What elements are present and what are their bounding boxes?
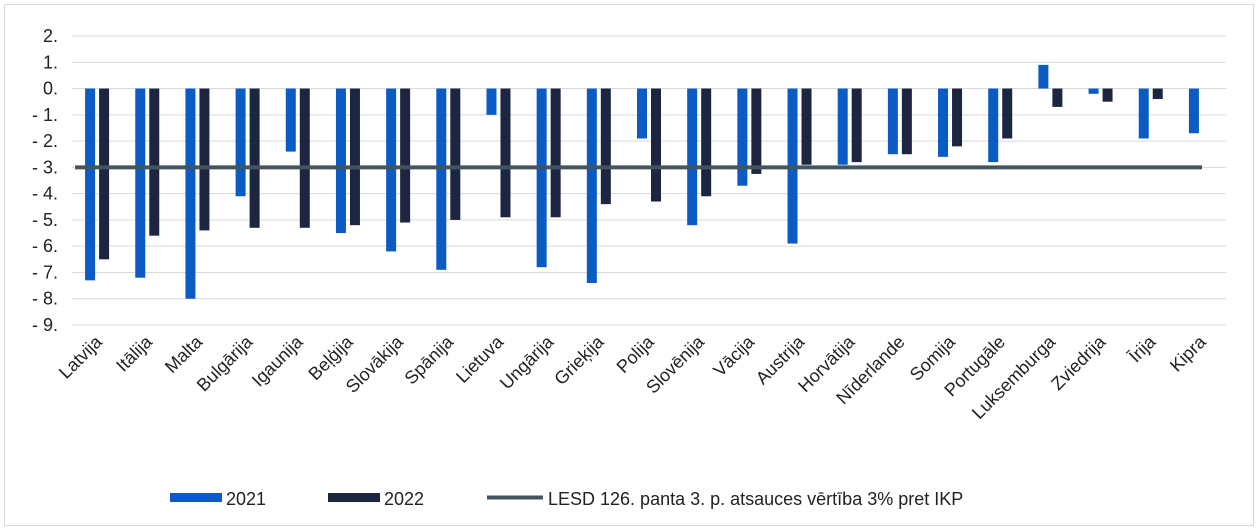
bar-2022-2 (199, 88, 210, 231)
bar-2022-17 (952, 88, 963, 147)
bar-2021-17 (938, 88, 949, 157)
category-label: Spānija (401, 331, 458, 388)
bars (85, 64, 1199, 299)
bar-2021-9 (536, 88, 547, 268)
bar-2022-19 (1052, 88, 1063, 107)
category-label: Igaunija (248, 331, 307, 390)
bar-2021-15 (837, 88, 848, 165)
bar-2022-6 (400, 88, 411, 223)
category-label: Polija (613, 331, 659, 377)
y-tick-label: - 6. (32, 236, 58, 256)
y-tick-label: 2. (43, 26, 58, 46)
bar-2021-11 (637, 88, 647, 139)
y-tick-label: - 4. (32, 184, 58, 204)
bar-2022-20 (1102, 88, 1113, 102)
bar-2021-22 (1188, 88, 1199, 134)
y-tick-label: - 5. (32, 210, 58, 230)
bar-2022-18 (1002, 88, 1013, 139)
category-label: Bulgārija (193, 331, 257, 395)
bar-2021-12 (687, 88, 698, 226)
category-label: Kipra (1166, 331, 1211, 376)
legend-label-2022: 2022 (384, 489, 424, 509)
bar-2021-4 (285, 88, 296, 152)
y-tick-label: - 2. (32, 131, 58, 151)
bar-2022-8 (500, 88, 511, 218)
bar-2022-9 (550, 88, 561, 218)
y-tick-label: 1. (43, 52, 58, 72)
bar-2022-4 (299, 88, 310, 228)
bar-2022-13 (751, 88, 762, 174)
bar-2022-15 (851, 88, 862, 163)
category-label: Īrija (1125, 331, 1160, 366)
category-label: Latvija (55, 331, 107, 383)
y-tick-label: - 3. (32, 157, 58, 177)
bar-2022-5 (349, 88, 360, 226)
bar-2021-6 (386, 88, 397, 252)
bar-2021-0 (85, 88, 96, 281)
y-tick-label: - 7. (32, 262, 58, 282)
bar-2021-16 (887, 88, 898, 155)
bar-2021-18 (988, 88, 999, 163)
bar-2021-5 (335, 88, 346, 234)
bar-2021-13 (737, 88, 748, 186)
bar-2022-1 (149, 88, 160, 236)
bar-2021-19 (1038, 64, 1049, 89)
bar-2021-20 (1088, 88, 1099, 94)
bar-2022-0 (99, 88, 110, 260)
gridlines (72, 35, 1226, 326)
y-tick-label: - 8. (32, 289, 58, 309)
bar-2021-3 (235, 88, 246, 197)
bar-2022-7 (450, 88, 461, 220)
category-label: Itālija (112, 331, 157, 376)
bar-2022-21 (1152, 88, 1163, 100)
legend-label-2021: 2021 (226, 489, 266, 509)
category-label: Grieķija (550, 331, 608, 389)
bar-2022-3 (249, 88, 260, 228)
y-axis: 2. 1. 0. - 1. - 2. - 3. - 4. - 5. - 6. - 7. - 8. - … (32, 26, 58, 335)
category-label: Malta (161, 331, 207, 377)
bar-2022-16 (901, 88, 912, 155)
category-label: Ungārija (496, 331, 558, 393)
y-tick-label: 0. (43, 79, 58, 99)
bar-2021-7 (436, 88, 447, 270)
bar-2021-1 (135, 88, 146, 278)
bar-2021-10 (586, 88, 597, 283)
category-label: Zviedrija (1047, 331, 1110, 394)
legend-label-reference: LESD 126. panta 3. p. atsauces vērtība 3… (548, 489, 963, 509)
bar-2022-10 (600, 88, 611, 205)
chart-frame (4, 4, 1254, 526)
bar-2021-21 (1138, 88, 1149, 139)
bar-2021-8 (486, 88, 497, 115)
bar-2022-11 (651, 88, 661, 202)
y-tick-label: - 9. (32, 315, 58, 335)
x-axis: Latvija Itālija MaltaBulgārijaIgaunijaBeļģ… (55, 331, 1210, 423)
legend: 2021 2022 LESD 126. panta 3. p. atsauces… (170, 489, 963, 509)
bar-2022-12 (701, 88, 712, 197)
bar-2022-14 (801, 88, 812, 165)
legend-swatch-2021 (170, 493, 222, 502)
legend-swatch-2022 (328, 493, 380, 502)
y-tick-label: - 1. (32, 105, 58, 125)
bar-2021-2 (185, 88, 196, 299)
